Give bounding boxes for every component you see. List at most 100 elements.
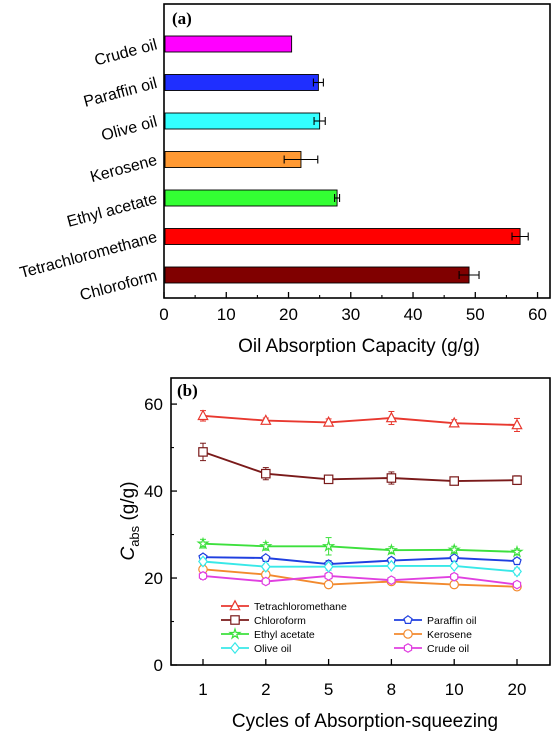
series-line-olive-oil bbox=[202, 560, 518, 573]
point-ethyl-acetate bbox=[259, 539, 273, 552]
x-tick-label: 20 bbox=[279, 305, 298, 324]
point-crude-oil bbox=[198, 571, 208, 581]
bar-ethyl-acetate bbox=[164, 189, 338, 207]
x-tick-label: 30 bbox=[341, 305, 360, 324]
point-olive-oil bbox=[386, 559, 397, 573]
point-chloroform bbox=[261, 468, 271, 479]
panel-b-y-axis-title: Cabs (g/g) bbox=[118, 481, 142, 560]
point-kerosene bbox=[449, 579, 459, 590]
y-tick-label: 20 bbox=[144, 569, 163, 588]
x-tick-label: 10 bbox=[445, 680, 464, 699]
point-crude-oil bbox=[387, 575, 396, 586]
point-paraffin-oil bbox=[512, 556, 522, 566]
y-title-main: C bbox=[118, 547, 139, 561]
point-olive-oil bbox=[260, 560, 271, 573]
legend-label-crude-oil: Crude oil bbox=[427, 643, 469, 655]
x-tick-label: 5 bbox=[324, 680, 333, 699]
point-chloroform bbox=[323, 474, 334, 485]
point-crude-oil bbox=[450, 571, 459, 582]
legend-label-olive-oil: Olive oil bbox=[254, 643, 291, 655]
panel-b-frame bbox=[170, 377, 551, 666]
category-label-paraffin-oil: Paraffin oil bbox=[82, 75, 159, 111]
x-tick-label: 0 bbox=[159, 305, 168, 324]
panel-b-legend: Tetrachloromethane Paraffin oil Chloroform… bbox=[221, 599, 476, 655]
legend-marker-ethyl-acetate bbox=[228, 626, 242, 640]
category-label-ethyl-acetate: Ethyl acetate bbox=[65, 190, 159, 230]
point-crude-oil bbox=[324, 571, 333, 581]
point-olive-oil bbox=[323, 560, 334, 573]
point-olive-oil bbox=[198, 555, 208, 568]
bar-olive-oil bbox=[164, 112, 321, 130]
point-crude-oil bbox=[261, 576, 270, 587]
panel-a-frame bbox=[163, 3, 551, 299]
series-line-tetrachloromethane bbox=[202, 414, 518, 426]
point-ethyl-acetate bbox=[321, 539, 336, 552]
y-title-sub: abs bbox=[127, 525, 142, 546]
point-chloroform bbox=[386, 473, 397, 483]
bar-paraffin-oil bbox=[164, 74, 319, 91]
legend-label-kerosene: Kerosene bbox=[427, 629, 472, 641]
y-tick-label: 0 bbox=[154, 656, 163, 675]
category-label-olive-oil: Olive oil bbox=[100, 113, 159, 144]
point-ethyl-acetate bbox=[447, 542, 461, 556]
category-label-kerosene: Kerosene bbox=[88, 152, 159, 186]
point-chloroform bbox=[449, 476, 459, 486]
point-tetrachloromethane bbox=[448, 416, 460, 428]
x-tick-label: 60 bbox=[528, 305, 547, 324]
point-olive-oil bbox=[512, 565, 522, 578]
point-olive-oil bbox=[449, 559, 460, 573]
legend-label-paraffin-oil: Paraffin oil bbox=[427, 615, 476, 627]
legend-marker-crude-oil bbox=[403, 643, 413, 653]
point-tetrachloromethane bbox=[511, 418, 523, 430]
x-tick-label: 1 bbox=[198, 680, 207, 699]
series-line-kerosene bbox=[202, 568, 518, 588]
point-kerosene bbox=[323, 579, 334, 590]
series-line-crude-oil bbox=[202, 574, 518, 586]
point-tetrachloromethane bbox=[385, 411, 398, 423]
point-tetrachloromethane bbox=[322, 415, 335, 427]
bar-tetrachloromethane bbox=[164, 228, 521, 245]
point-ethyl-acetate bbox=[384, 543, 399, 556]
category-label-chloroform: Chloroform bbox=[78, 267, 159, 304]
x-tick-label: 50 bbox=[466, 305, 485, 324]
panel-a-bars bbox=[164, 35, 529, 284]
point-chloroform bbox=[512, 475, 522, 485]
y-title-unit: (g/g) bbox=[118, 481, 139, 525]
series-line-chloroform bbox=[202, 451, 518, 483]
panel-b-x-axis-title: Cycles of Absorption-squeezing bbox=[232, 711, 498, 732]
point-ethyl-acetate bbox=[196, 536, 210, 550]
legend-label-tetrachloromethane: Tetrachloromethane bbox=[254, 601, 347, 613]
category-label-crude-oil: Crude oil bbox=[93, 36, 159, 69]
bar-chloroform bbox=[164, 266, 470, 284]
legend-label-chloroform: Chloroform bbox=[254, 615, 306, 627]
legend-label-ethyl-acetate: Ethyl acetate bbox=[254, 629, 315, 641]
legend-marker-paraffin-oil bbox=[403, 615, 413, 625]
panel-a-x-axis-title: Oil Absorption Capacity (g/g) bbox=[238, 336, 480, 357]
legend-marker-tetrachloromethane bbox=[229, 599, 241, 611]
panel-b-y-axis: 0 20 40 60 bbox=[144, 395, 177, 675]
x-tick-label: 2 bbox=[261, 680, 270, 699]
point-paraffin-oil bbox=[261, 553, 271, 563]
point-crude-oil bbox=[512, 579, 522, 590]
legend-marker-chloroform bbox=[230, 615, 240, 625]
panel-a-label: (a) bbox=[172, 9, 192, 28]
legend-marker-kerosene bbox=[403, 629, 413, 639]
point-chloroform bbox=[198, 447, 208, 457]
bar-crude-oil bbox=[164, 35, 293, 53]
x-tick-label: 8 bbox=[387, 680, 396, 699]
x-tick-label: 20 bbox=[508, 680, 527, 699]
x-tick-label: 40 bbox=[404, 305, 423, 324]
legend-marker-olive-oil bbox=[230, 641, 240, 655]
series-line-ethyl-acetate bbox=[202, 542, 518, 553]
series-line-paraffin-oil bbox=[202, 556, 518, 566]
panel-b-series bbox=[196, 409, 524, 592]
point-tetrachloromethane bbox=[197, 409, 209, 421]
x-tick-label: 10 bbox=[217, 305, 236, 324]
panel-b-x-axis: 1 2 5 8 10 20 bbox=[198, 659, 526, 699]
panel-a-x-axis: 0 10 20 30 40 50 60 bbox=[159, 292, 547, 324]
point-ethyl-acetate bbox=[510, 544, 524, 558]
bar-kerosene bbox=[164, 151, 302, 168]
y-tick-label: 40 bbox=[144, 482, 163, 501]
